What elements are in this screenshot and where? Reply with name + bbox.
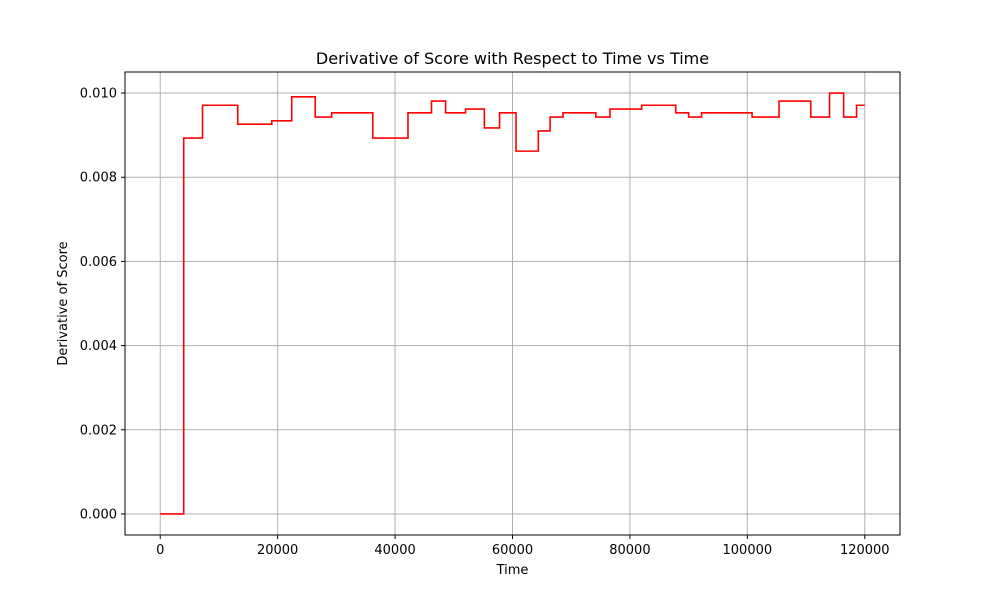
x-tick-label: 60000: [492, 543, 533, 558]
ticks: 0 20000 40000 60000 80000 100000 120000 0.000 0.…: [80, 87, 890, 558]
x-tick-label: 120000: [840, 543, 890, 558]
y-axis-label: Derivative of Score: [56, 241, 71, 365]
y-tick-label: 0.006: [80, 255, 117, 270]
x-tick-label: 0: [156, 543, 164, 558]
y-tick-label: 0.008: [80, 171, 117, 186]
chart-title: Derivative of Score with Respect to Time…: [316, 49, 709, 68]
grid: [125, 72, 900, 535]
series-line-0: [160, 92, 865, 515]
x-tick-label: 80000: [609, 543, 650, 558]
y-tick-label: 0.004: [80, 339, 117, 354]
y-tick-label: 0.010: [80, 87, 117, 102]
y-tick-label: 0.002: [80, 423, 117, 438]
y-tick-label: 0.000: [80, 507, 117, 522]
x-tick-label: 100000: [723, 543, 773, 558]
x-tick-label: 20000: [257, 543, 298, 558]
x-tick-label: 40000: [374, 543, 415, 558]
x-axis-label: Time: [496, 563, 529, 578]
series-layer: [160, 92, 865, 515]
